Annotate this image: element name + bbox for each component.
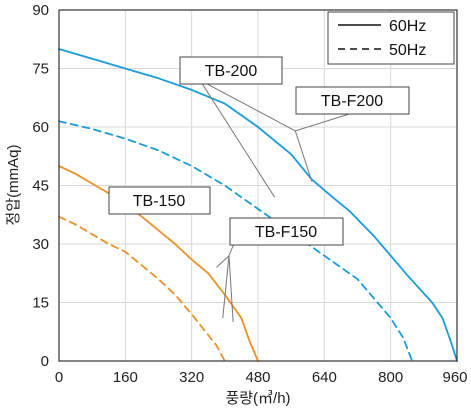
callout-layer <box>199 79 358 323</box>
legend-label-60hz: 60Hz <box>389 18 426 35</box>
y-tick-label: 45 <box>32 178 49 195</box>
y-axis-title: 정압(mmAq) <box>5 145 22 226</box>
y-tick-label: 75 <box>32 61 49 78</box>
plot-frame <box>58 9 458 362</box>
callout-leader <box>295 110 358 132</box>
series-line-tb-150-dashed <box>58 215 226 362</box>
callout-leader <box>199 79 276 198</box>
legend: 60Hz 50Hz <box>327 11 455 65</box>
x-tick-label: 160 <box>113 369 138 386</box>
callout-leader <box>228 255 234 323</box>
callout-leader <box>216 255 230 268</box>
y-tick-label: 0 <box>41 353 49 370</box>
tick-layer: 0 160 320 480 640 800 960 0 15 30 45 60 75 90 <box>32 2 467 386</box>
x-tick-label: 480 <box>245 369 270 386</box>
y-tick-label: 90 <box>32 2 49 19</box>
y-tick-label: 15 <box>32 295 49 312</box>
label-tb200: TB-200 <box>205 63 258 80</box>
label-box-tbf200 <box>295 86 410 115</box>
label-tbf150: TB-F150 <box>255 224 317 241</box>
x-tick-label: 640 <box>312 369 337 386</box>
callout-leader <box>294 130 313 182</box>
x-tick-label: 960 <box>442 369 467 386</box>
legend-box <box>327 11 455 65</box>
label-tb150: TB-150 <box>133 193 186 210</box>
x-tick-label: 0 <box>55 369 63 386</box>
x-axis-title: 풍량(㎥/h) <box>225 390 290 407</box>
legend-label-50hz: 50Hz <box>389 42 426 59</box>
x-tick-label: 320 <box>179 369 204 386</box>
series-line-tb-200-solid <box>58 48 458 362</box>
label-tbf200: TB-F200 <box>321 93 383 110</box>
label-layer: TB-200 TB-F200 TB-150 TB-F150 <box>108 56 410 246</box>
label-box-tb150 <box>108 186 211 215</box>
callout-leader <box>222 255 230 319</box>
x-tick-label: 800 <box>378 369 403 386</box>
label-box-tb200 <box>179 56 283 85</box>
callout-leader <box>199 79 296 132</box>
y-tick-label: 30 <box>32 236 49 253</box>
series-line-tb-150-solid <box>58 165 259 362</box>
label-box-tbf150 <box>229 217 344 246</box>
y-tick-label: 60 <box>32 119 49 136</box>
